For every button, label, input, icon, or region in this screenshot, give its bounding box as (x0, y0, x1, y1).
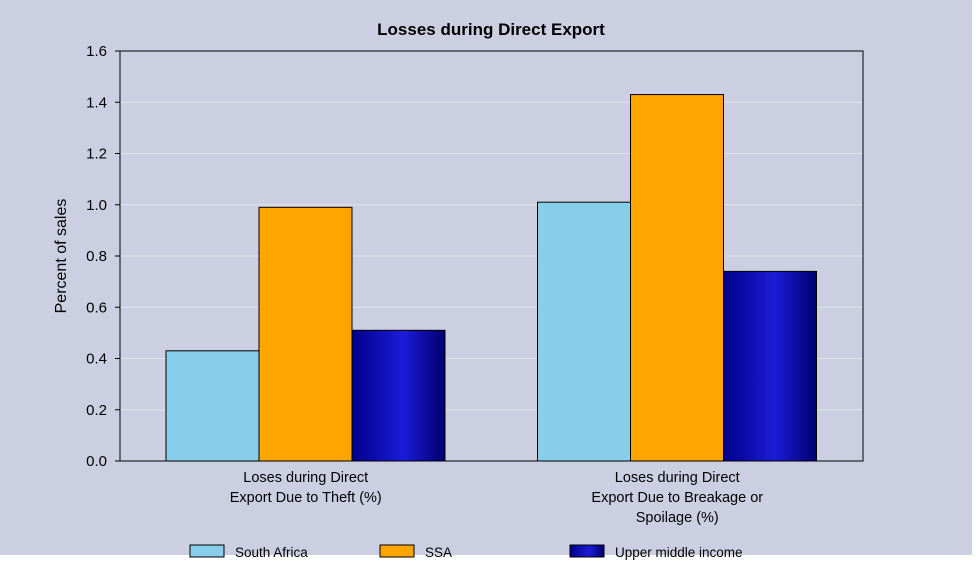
legend-swatch-south-africa (189, 544, 225, 558)
bar-south-africa (537, 201, 631, 462)
bar-ssa (258, 206, 353, 462)
bar-upper-middle-income (723, 270, 817, 462)
y-tick-label: 0.8 (86, 248, 107, 265)
bar-upper-middle-income (351, 329, 446, 462)
legend-swatch-ssa (379, 544, 415, 558)
y-tick-label: 1.2 (86, 146, 107, 163)
category-label: Export Due to Theft (%) (230, 490, 382, 506)
y-tick-label: 0.6 (86, 299, 107, 316)
legend-label-upper-middle-income: Upper middle income (615, 545, 743, 560)
y-tick-label: 0.4 (86, 351, 107, 368)
legend-label-ssa: SSA (425, 545, 452, 560)
bar-south-africa (165, 350, 260, 462)
legend-label-south-africa: South Africa (235, 545, 308, 560)
legend-swatch-upper-middle-income (569, 544, 605, 558)
y-tick-label: 0.0 (86, 453, 107, 470)
category-label: Export Due to Breakage or (591, 490, 763, 506)
y-tick-label: 1.4 (86, 94, 107, 111)
chart-title: Losses during Direct Export (377, 20, 605, 39)
category-label: Loses during Direct (243, 470, 368, 486)
y-tick-label: 1.0 (86, 197, 107, 214)
bar-ssa (630, 94, 724, 462)
category-label: Loses during Direct (615, 470, 740, 486)
y-axis-label: Percent of sales (53, 199, 70, 314)
y-tick-label: 1.6 (86, 43, 107, 60)
category-label: Spoilage (%) (636, 510, 719, 526)
y-tick-label: 0.2 (86, 402, 107, 419)
